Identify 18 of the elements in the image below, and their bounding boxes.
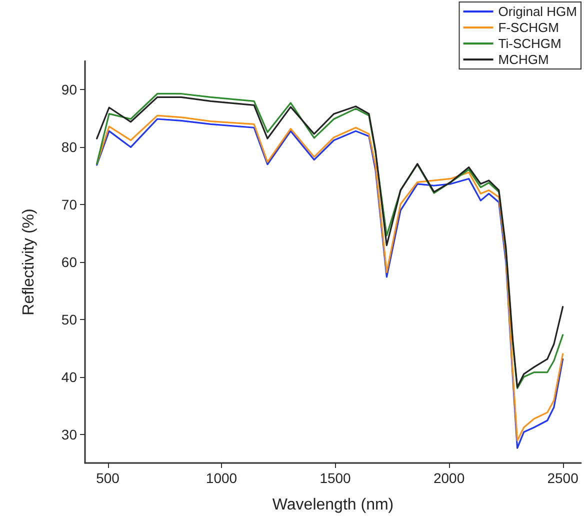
y-tick-label: 80 xyxy=(61,139,78,156)
y-tick-label: 50 xyxy=(61,311,78,328)
legend-label: Ti-SCHGM xyxy=(498,36,562,51)
y-tick-label: 60 xyxy=(61,254,78,270)
y-tick-label: 90 xyxy=(61,82,78,98)
x-tick-label: 500 xyxy=(96,470,120,486)
y-axis-title: Reflectivity (%) xyxy=(20,208,38,316)
legend-label: F-SCHGM xyxy=(498,20,559,35)
y-tick-label: 40 xyxy=(61,368,78,385)
x-tick-label: 1500 xyxy=(320,470,352,486)
legend-label: Original HGM xyxy=(498,4,578,19)
x-tick-label: 2500 xyxy=(547,470,579,486)
x-tick-label: 2000 xyxy=(433,470,465,486)
x-tick-label: 1000 xyxy=(206,470,238,486)
x-axis-title: Wavelength (nm) xyxy=(272,496,394,514)
y-tick-label: 70 xyxy=(61,196,78,213)
y-tick-label: 30 xyxy=(61,426,78,442)
legend-label: MCHGM xyxy=(498,52,549,67)
